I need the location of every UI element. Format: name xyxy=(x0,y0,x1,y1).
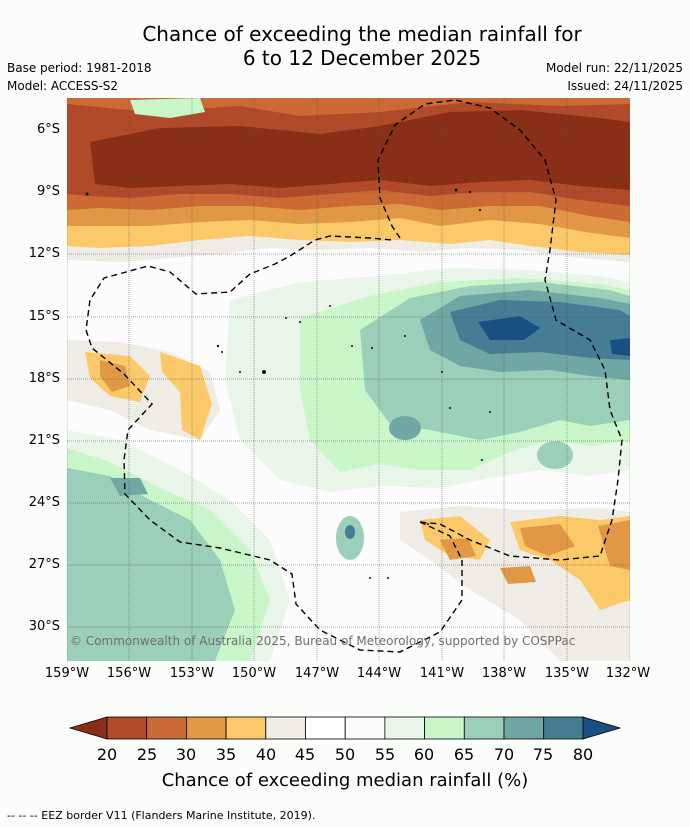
issued-date: Issued: 24/11/2025 xyxy=(567,79,683,93)
dry-patch-se-35 xyxy=(520,524,575,556)
model-run: Model run: 22/11/2025 xyxy=(545,61,683,75)
colorbar-cell-70-75 xyxy=(503,716,545,740)
colorbar-high-arrow xyxy=(582,716,622,740)
eez-legend: -- -- -- EEZ border V11 (Flanders Marine… xyxy=(7,809,316,822)
wet-blob-east xyxy=(537,441,573,469)
lon-label-141w: 141°W xyxy=(419,666,465,681)
colorbar-label-60: 60 xyxy=(413,745,435,764)
colorbar-cell-50-55 xyxy=(344,716,386,740)
dry-patch-se-35d xyxy=(440,538,476,560)
lon-label-156w: 156°W xyxy=(106,666,152,681)
colorbar xyxy=(68,716,622,740)
colorbar-cell-75-80 xyxy=(543,716,584,740)
colorbar-title: Chance of exceeding median rainfall (%) xyxy=(161,770,529,791)
lon-label-144w: 144°W xyxy=(356,666,402,681)
colorbar-cell-40-45 xyxy=(265,716,306,740)
colorbar-cell-35-40 xyxy=(225,716,267,740)
lat-label-21s: 21°S xyxy=(28,433,60,448)
colorbar-label-40: 40 xyxy=(255,745,277,764)
wet-blob-teal xyxy=(389,416,421,440)
wet-patch-top xyxy=(130,98,205,118)
lon-label-132w: 132°W xyxy=(605,666,651,681)
eez-borders xyxy=(85,99,623,653)
rainfall-map xyxy=(67,98,630,661)
colorbar-low-arrow xyxy=(68,716,108,740)
dry-patch-se-35c xyxy=(500,566,536,584)
lat-label-12s: 12°S xyxy=(28,246,60,261)
wet-region-85b xyxy=(610,338,630,356)
colorbar-cell-65-70 xyxy=(463,716,505,740)
meta-right: Model run: 22/11/2025 Issued: 24/11/2025 xyxy=(546,59,683,95)
lat-label-6s: 6°S xyxy=(36,122,60,137)
lat-label-18s: 18°S xyxy=(28,371,60,386)
title-line-1: Chance of exceeding the median rainfall … xyxy=(142,22,582,46)
lat-label-27s: 27°S xyxy=(28,557,60,572)
wet-region-sw-70 xyxy=(67,468,235,661)
lon-label-159w: 159°W xyxy=(44,666,90,681)
chart-title: Chance of exceeding the median rainfall … xyxy=(0,22,690,70)
lon-label-138w: 138°W xyxy=(481,666,527,681)
colorbar-label-50: 50 xyxy=(334,745,356,764)
lon-label-147w: 147°W xyxy=(294,666,340,681)
colorbar-label-25: 25 xyxy=(136,745,158,764)
lat-label-24s: 24°S xyxy=(28,495,60,510)
colorbar-label-35: 35 xyxy=(215,745,237,764)
lat-label-9s: 9°S xyxy=(36,184,60,199)
colorbar-label-30: 30 xyxy=(175,745,197,764)
model-name: Model: ACCESS-S2 xyxy=(7,79,119,93)
colorbar-label-75: 75 xyxy=(532,745,554,764)
colorbar-cell-30-35 xyxy=(185,716,227,740)
colorbar-label-70: 70 xyxy=(493,745,515,764)
lat-label-15s: 15°S xyxy=(28,309,60,324)
colorbar-cell-60-65 xyxy=(424,716,465,740)
lon-label-135w: 135°W xyxy=(544,666,590,681)
copyright-notice: © Commonwealth of Australia 2025, Bureau… xyxy=(70,634,576,648)
colorbar-cell-20-25 xyxy=(106,716,148,740)
colorbar-label-45: 45 xyxy=(294,745,316,764)
base-period: Base period: 1981-2018 xyxy=(7,61,152,75)
colorbar-label-80: 80 xyxy=(572,745,594,764)
title-line-2: 6 to 12 December 2025 xyxy=(242,46,482,70)
colorbar-label-65: 65 xyxy=(453,745,475,764)
lat-label-30s: 30°S xyxy=(28,619,60,634)
colorbar-cell-55-60 xyxy=(384,716,425,740)
wet-region-80 xyxy=(450,300,630,360)
wet-blob-center-core xyxy=(345,525,355,539)
colorbar-cell-45-50 xyxy=(305,716,346,740)
dry-patch-west-35 xyxy=(100,360,130,392)
lon-label-150w: 150°W xyxy=(231,666,277,681)
colorbar-cell-25-30 xyxy=(146,716,187,740)
lon-label-153w: 153°W xyxy=(169,666,215,681)
wet-region-85 xyxy=(478,316,540,340)
meta-left: Base period: 1981-2018 Model: ACCESS-S2 xyxy=(7,59,152,95)
dry-patch-se-35b xyxy=(598,520,630,570)
dry-patch-west-b xyxy=(160,352,212,440)
islands xyxy=(85,188,491,579)
colorbar-label-20: 20 xyxy=(96,745,118,764)
colorbar-label-55: 55 xyxy=(374,745,396,764)
